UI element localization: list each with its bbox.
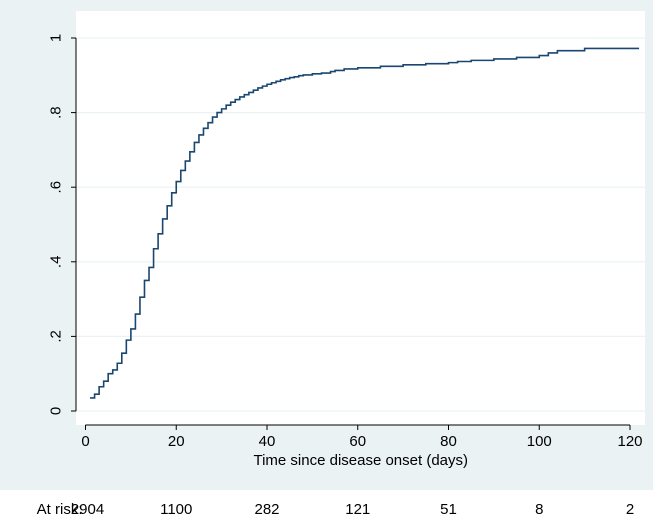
at-risk-table: At risk:2904 1100 282 121 51 8 2 [37, 501, 635, 517]
at-risk-label: At risk: [37, 501, 83, 517]
x-tick-label: 120 [617, 433, 642, 450]
at-risk-value: 121 [345, 501, 370, 517]
series-line [90, 47, 640, 399]
x-tick-label: 60 [349, 433, 366, 450]
at-risk-value: 282 [254, 501, 279, 517]
x-tick-label: 40 [259, 433, 276, 450]
y-tick-label: .4 [48, 256, 65, 269]
series-layer [90, 47, 640, 399]
at-risk-value: 2904 [71, 501, 104, 517]
x-tick-label: 0 [81, 433, 89, 450]
at-risk-value: 1100 [160, 501, 192, 517]
y-tick-label: .8 [48, 106, 65, 119]
y-tick-label: 1 [48, 34, 65, 42]
y-tick-label: .6 [48, 181, 65, 194]
y-tick-label: 0 [48, 407, 65, 415]
plot-area-background [76, 11, 645, 425]
x-tick-label: 80 [440, 433, 457, 450]
x-tick-label: 100 [527, 433, 552, 450]
y-tick-label: .2 [48, 330, 65, 343]
at-risk-value: 2 [626, 501, 634, 517]
at-risk-value: 51 [440, 501, 457, 517]
x-tick-label: 20 [168, 433, 185, 450]
at-risk-value: 8 [535, 501, 543, 517]
x-axis-title: Time since disease onset (days) [253, 452, 468, 469]
axes: 0 .2 .4 .6 .8 1 0 20 40 60 80 100 120 [48, 34, 643, 450]
grid-lines [76, 37, 645, 412]
